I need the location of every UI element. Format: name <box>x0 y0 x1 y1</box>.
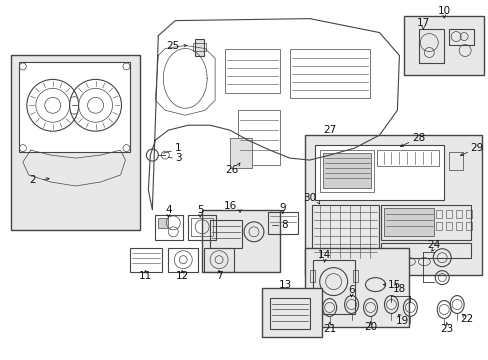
Bar <box>435 210 441 218</box>
Bar <box>267 212 297 234</box>
Bar <box>202 210 279 272</box>
Text: 3: 3 <box>175 153 181 163</box>
Bar <box>210 220 242 248</box>
Text: 10: 10 <box>437 6 450 15</box>
Bar <box>381 205 470 240</box>
Bar <box>455 222 461 230</box>
Text: 12: 12 <box>175 271 188 281</box>
Text: 22: 22 <box>460 314 473 324</box>
Bar <box>130 248 162 272</box>
Text: 11: 11 <box>139 271 152 281</box>
Bar <box>19 62 130 152</box>
Bar <box>11 55 140 230</box>
Text: 13: 13 <box>279 280 292 289</box>
Text: 16: 16 <box>223 201 236 211</box>
Text: 9: 9 <box>279 203 285 213</box>
Text: 26: 26 <box>225 165 238 175</box>
Bar <box>193 42 206 50</box>
Text: 30: 30 <box>303 193 316 203</box>
Text: 21: 21 <box>323 324 336 334</box>
Bar <box>195 39 203 57</box>
Bar <box>352 270 357 282</box>
Text: 18: 18 <box>392 284 405 293</box>
Text: 2: 2 <box>29 175 36 185</box>
Bar <box>229 138 251 168</box>
Bar <box>289 49 369 98</box>
Bar <box>224 49 279 93</box>
Bar <box>419 28 443 63</box>
Bar <box>309 270 314 282</box>
Text: 15: 15 <box>387 280 400 289</box>
Text: 14: 14 <box>317 250 331 260</box>
Text: 6: 6 <box>347 284 354 294</box>
Text: 24: 24 <box>427 240 440 250</box>
Bar <box>158 218 168 228</box>
Bar <box>377 150 438 166</box>
Bar <box>448 152 462 170</box>
Text: 20: 20 <box>363 323 376 332</box>
Bar <box>322 153 370 188</box>
Bar <box>319 150 374 192</box>
Bar <box>238 110 279 165</box>
Bar <box>311 205 379 260</box>
Bar <box>312 260 354 315</box>
Bar <box>446 210 451 218</box>
Bar <box>262 288 321 337</box>
Bar <box>465 210 471 218</box>
Bar <box>203 248 234 272</box>
Text: 27: 27 <box>323 125 336 135</box>
Bar <box>314 145 443 200</box>
Bar <box>304 135 481 275</box>
Bar <box>446 222 451 230</box>
Text: 7: 7 <box>215 271 222 281</box>
Text: 23: 23 <box>440 324 453 334</box>
Text: 19: 19 <box>395 316 408 327</box>
Bar <box>384 208 433 236</box>
Text: 17: 17 <box>416 18 429 28</box>
Bar <box>188 215 216 240</box>
Bar <box>304 248 408 328</box>
Bar <box>448 28 473 45</box>
Bar <box>155 215 183 240</box>
Text: 28: 28 <box>412 133 425 143</box>
Bar <box>435 222 441 230</box>
Bar <box>269 298 309 329</box>
Text: 1: 1 <box>175 143 181 153</box>
Bar <box>404 15 483 75</box>
Bar <box>381 243 470 258</box>
Text: 8: 8 <box>281 220 287 230</box>
Text: 25: 25 <box>166 41 180 50</box>
Text: 4: 4 <box>164 205 171 215</box>
Bar <box>168 248 198 272</box>
Bar <box>191 218 213 236</box>
Text: 5: 5 <box>197 205 203 215</box>
Bar <box>465 222 471 230</box>
Text: 29: 29 <box>469 143 483 153</box>
Bar <box>455 210 461 218</box>
